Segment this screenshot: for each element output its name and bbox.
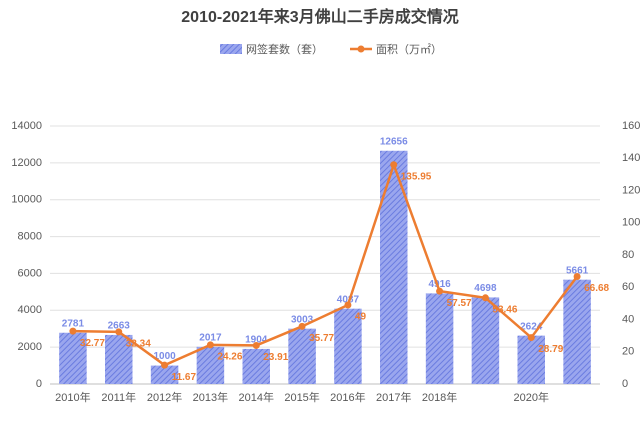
line-value-label: 135.95 (401, 171, 432, 182)
y-tick-label: 0 (36, 378, 42, 390)
y2-tick-label: 120 (622, 184, 640, 196)
line-value-label: 57.57 (447, 298, 472, 309)
bar-value-label: 4916 (428, 279, 451, 290)
x-tick-label: 2020年 (514, 390, 549, 404)
y-tick-label: 12000 (11, 157, 42, 169)
y2-tick-label: 0 (622, 378, 628, 390)
line-marker (161, 361, 169, 369)
bar-value-label: 3003 (291, 314, 314, 325)
bar (105, 334, 133, 384)
y2-tick-label: 160 (622, 120, 640, 132)
legend-label: 面积（万㎡） (376, 43, 442, 56)
bar (196, 346, 225, 384)
bar (471, 297, 500, 384)
line-marker (69, 327, 77, 335)
bar (59, 332, 87, 384)
y2-tick-label: 140 (622, 152, 640, 164)
legend-swatch (357, 45, 365, 53)
line-value-label: 32.77 (80, 338, 105, 349)
bar (334, 308, 362, 384)
line-marker (252, 341, 260, 349)
y-tick-label: 14000 (11, 120, 42, 132)
x-tick-label: 2012年 (147, 390, 182, 404)
line-marker (436, 287, 444, 295)
bar-value-label: 2781 (62, 318, 85, 329)
line-value-label: 53.46 (492, 304, 517, 315)
bar-value-label: 2017 (199, 332, 222, 343)
x-tick-label: 2016年 (330, 390, 365, 404)
x-tick-label: 2017年 (376, 390, 411, 404)
line-value-label: 28.79 (538, 344, 563, 355)
bar-value-label: 4087 (337, 294, 360, 305)
y-tick-label: 4000 (18, 304, 42, 316)
line-marker (115, 328, 123, 336)
bar (242, 348, 270, 384)
x-tick-label: 2011年 (101, 390, 136, 404)
y-tick-label: 6000 (18, 267, 42, 279)
bar (563, 279, 591, 384)
y2-tick-label: 80 (622, 249, 634, 261)
x-tick-label: 2018年 (422, 390, 457, 404)
line-value-label: 35.77 (309, 333, 334, 344)
x-tick-label: 2013年 (193, 390, 228, 404)
bar-value-label: 12656 (380, 136, 408, 147)
bar (380, 150, 408, 384)
y2-tick-label: 60 (622, 281, 634, 293)
x-tick-label: 2015年 (284, 390, 319, 404)
bar-value-label: 1904 (245, 335, 268, 346)
line-value-label: 24.26 (217, 352, 242, 363)
chart-title: 2010-2021年来3月佛山二手房成交情况 (181, 7, 458, 26)
x-tick-label: 2014年 (239, 390, 274, 404)
legend-label: 网签套数（套） (246, 42, 323, 56)
line-marker (527, 334, 535, 342)
line-value-label: 66.68 (584, 283, 609, 294)
bar (425, 293, 454, 384)
line-marker (206, 341, 214, 349)
y2-tick-label: 100 (622, 217, 640, 229)
bar (288, 328, 316, 384)
bar-value-label: 2624 (520, 321, 543, 332)
x-tick-label: 2010年 (55, 390, 90, 404)
bar-value-label: 2663 (108, 321, 131, 332)
bar-value-label: 5661 (566, 265, 589, 276)
bar (517, 335, 545, 384)
line-marker (390, 161, 398, 169)
y-tick-label: 8000 (18, 230, 42, 242)
bar-value-label: 1000 (153, 351, 176, 362)
line-value-label: 49 (355, 312, 367, 323)
bar-value-label: 4698 (474, 283, 497, 294)
y2-tick-label: 20 (622, 346, 634, 358)
line-marker (344, 301, 352, 309)
line-marker (573, 272, 581, 280)
line (72, 160, 579, 367)
line-value-label: 11.67 (172, 372, 197, 383)
bar (150, 365, 179, 384)
line-value-label: 32.34 (126, 338, 151, 349)
y-tick-label: 10000 (11, 194, 42, 206)
legend-swatch (220, 44, 242, 54)
y2-tick-label: 40 (622, 313, 634, 325)
y-tick-label: 2000 (18, 341, 42, 353)
line-marker (298, 322, 306, 330)
line-marker (481, 294, 489, 302)
line-value-label: 23.91 (263, 352, 288, 363)
